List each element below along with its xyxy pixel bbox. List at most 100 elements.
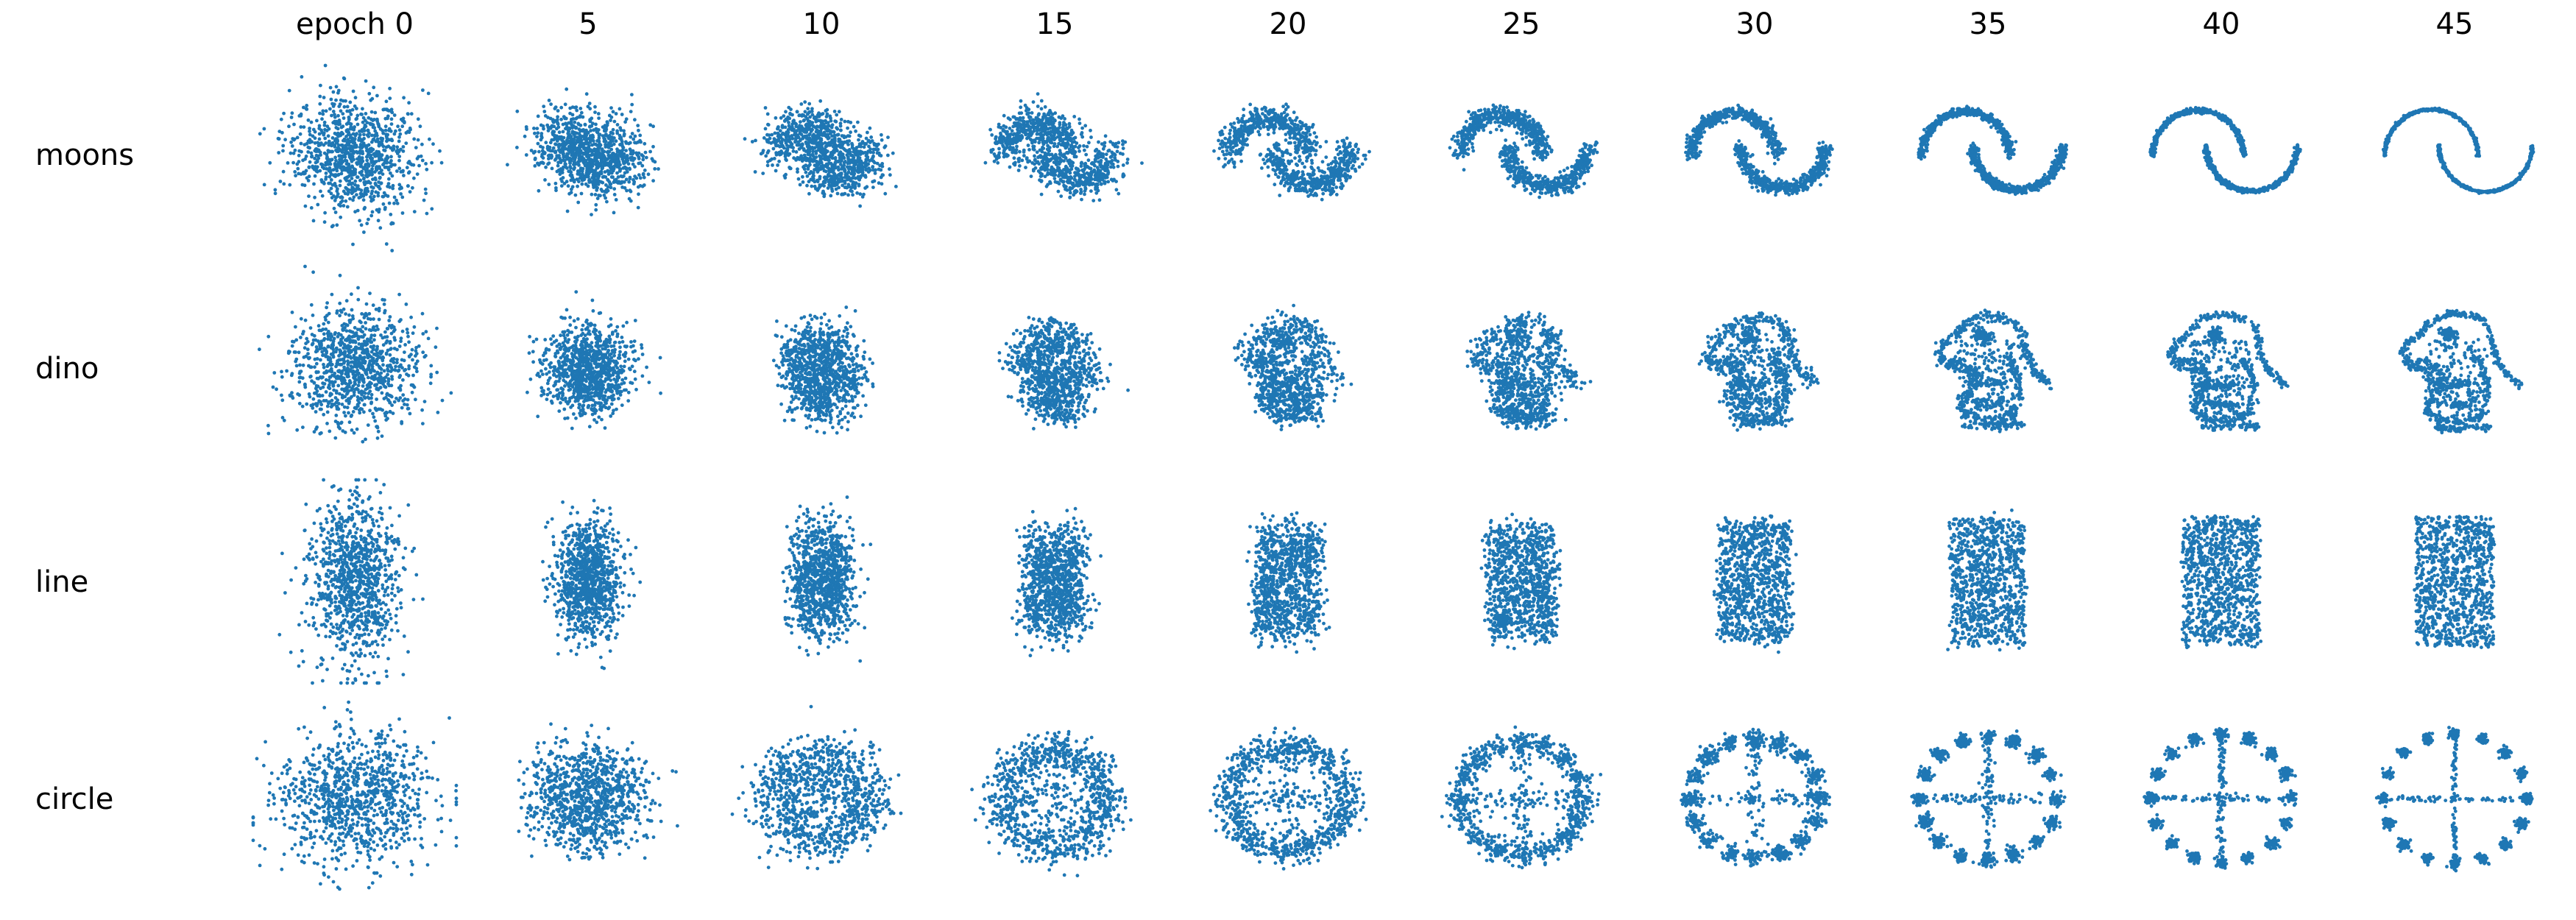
scatter-point <box>839 121 843 125</box>
scatter-point <box>869 135 873 139</box>
scatter-point <box>351 243 355 247</box>
scatter-point <box>997 147 1001 151</box>
scatter-point <box>288 183 291 187</box>
scatter-point <box>828 142 832 146</box>
scatter-point <box>1242 107 1245 111</box>
scatter-point <box>1008 166 1012 169</box>
scatter-point <box>369 157 373 160</box>
scatter-point <box>1317 166 1320 170</box>
scatter-point <box>1089 173 1093 177</box>
scatter-point <box>294 174 297 177</box>
column-label: 20 <box>1270 7 1307 41</box>
scatter-point <box>289 141 293 144</box>
scatter-point <box>1354 145 1358 149</box>
scatter-point <box>1041 115 1045 118</box>
scatter-point <box>856 121 860 124</box>
scatter-point <box>319 190 322 194</box>
scatter-point <box>336 149 340 153</box>
scatter-point <box>590 213 593 216</box>
scatter-point <box>554 105 558 109</box>
scatter-point <box>540 136 544 140</box>
scatter-point <box>371 210 375 214</box>
scatter-point <box>617 175 620 179</box>
scatter-point <box>360 223 364 227</box>
scatter-point <box>1223 137 1227 141</box>
scatter-point <box>312 219 316 223</box>
scatter-point <box>604 156 607 160</box>
scatter-point <box>570 118 573 121</box>
scatter-point <box>292 123 296 127</box>
scatter-point <box>388 96 392 100</box>
scatter-point <box>1030 174 1033 178</box>
scatter-point <box>564 102 567 106</box>
scatter-point <box>1123 141 1127 144</box>
scatter-point <box>340 149 344 153</box>
scatter-point <box>788 166 791 169</box>
scatter-point <box>537 189 541 193</box>
scatter-point <box>815 155 818 159</box>
scatter-point <box>371 118 375 122</box>
scatter-point <box>378 177 382 180</box>
scatter-point <box>1013 163 1017 167</box>
scatter-point <box>612 110 615 113</box>
scatter-point <box>810 107 814 110</box>
scatter-point <box>297 154 301 158</box>
scatter-point <box>831 189 835 193</box>
scatter-point <box>1044 128 1047 132</box>
scatter-point <box>628 167 631 171</box>
scatter-point <box>323 137 327 141</box>
scatter-point <box>381 195 385 199</box>
scatter-point <box>870 158 874 161</box>
scatter-point <box>573 166 576 170</box>
scatter-point <box>803 130 807 134</box>
scatter-point <box>430 161 434 165</box>
scatter-point <box>1227 161 1231 165</box>
scatter-point <box>389 171 392 175</box>
scatter-point <box>841 156 844 160</box>
scatter-point <box>569 179 573 183</box>
scatter-point <box>1025 156 1029 160</box>
scatter-point <box>1243 124 1247 127</box>
scatter-point <box>821 149 825 152</box>
scatter-point <box>1089 189 1093 193</box>
scatter-point <box>1097 156 1100 160</box>
scatter-point <box>1292 183 1296 187</box>
scatter-point <box>1018 122 1022 126</box>
scatter-point <box>425 212 429 216</box>
scatter-point <box>358 171 362 174</box>
scatter-point <box>1332 178 1336 182</box>
scatter-point <box>1036 105 1040 108</box>
scatter-point <box>565 117 568 121</box>
scatter-point <box>367 180 370 184</box>
scatter-point <box>808 163 812 166</box>
scatter-point <box>350 158 354 162</box>
scatter-point <box>1078 184 1081 188</box>
scatter-point <box>556 121 559 125</box>
column-label: 10 <box>803 7 841 41</box>
scatter-point <box>636 124 640 127</box>
scatter-point <box>837 186 841 190</box>
scatter-point <box>365 172 369 176</box>
scatter-point <box>1078 118 1081 121</box>
scatter-point <box>1294 118 1298 122</box>
scatter-point <box>1080 198 1083 202</box>
scatter-point <box>281 144 285 148</box>
scatter-point <box>833 110 837 113</box>
scatter-point <box>410 163 414 166</box>
scatter-point <box>315 169 319 173</box>
scatter-point <box>807 111 811 115</box>
scatter-point <box>1003 139 1007 143</box>
scatter-point <box>1006 154 1010 158</box>
scatter-point <box>324 161 328 165</box>
scatter-point <box>798 147 802 151</box>
scatter-point <box>816 134 820 138</box>
scatter-point <box>996 161 999 165</box>
scatter-point <box>1287 141 1291 145</box>
scatter-point <box>393 113 397 117</box>
scatter-point <box>333 156 337 160</box>
scatter-point <box>851 193 854 197</box>
scatter-point <box>1046 171 1050 175</box>
scatter-point <box>1082 144 1086 148</box>
scatter-point <box>282 183 286 186</box>
scatter-point <box>1016 128 1019 132</box>
